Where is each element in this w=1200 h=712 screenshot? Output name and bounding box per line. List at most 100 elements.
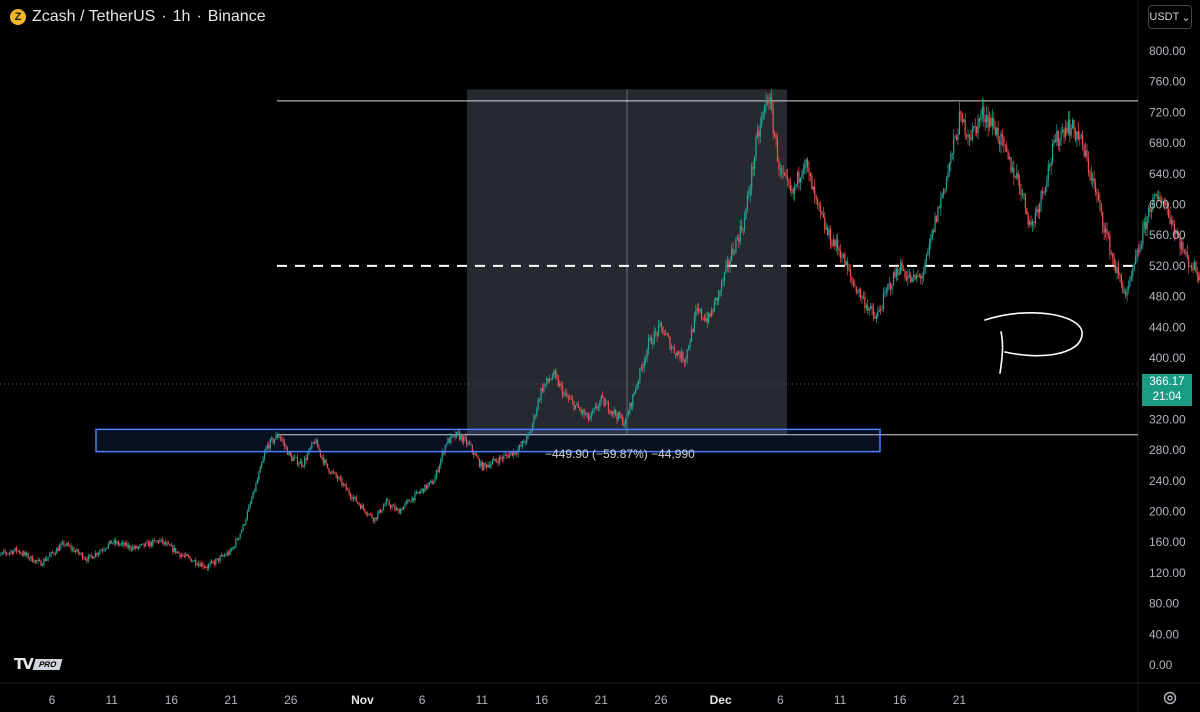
- candle-body: [246, 511, 248, 520]
- candle-body: [190, 558, 193, 562]
- bar-countdown: 21:04: [1152, 391, 1182, 403]
- candle-body: [1130, 275, 1132, 277]
- candle-body: [11, 551, 13, 554]
- candle-body: [1076, 131, 1078, 140]
- candle-body: [541, 388, 544, 392]
- candle-body: [285, 446, 287, 448]
- candle-body: [953, 137, 955, 154]
- candle-body: [771, 97, 773, 109]
- candle-body: [1024, 193, 1026, 209]
- candle-body: [587, 412, 589, 420]
- tradingview-logo[interactable]: TV PRO: [14, 655, 63, 673]
- candle-body: [177, 551, 180, 554]
- candle-body: [584, 414, 587, 416]
- candle-body: [1173, 223, 1175, 234]
- demand-zone-box[interactable]: [95, 428, 881, 453]
- candle-body: [851, 276, 853, 282]
- candle-body: [324, 459, 326, 464]
- candle-body: [54, 553, 56, 555]
- candle-body: [993, 118, 995, 128]
- candle-body: [165, 541, 167, 545]
- candle-body: [64, 545, 66, 547]
- candle-body: [945, 178, 948, 190]
- candle-body: [891, 285, 893, 290]
- candle-body: [146, 541, 148, 543]
- candle-body: [384, 504, 386, 507]
- candle-body: [576, 404, 578, 406]
- y-tick-label: 560.00: [1149, 228, 1186, 242]
- candle-body: [126, 542, 128, 548]
- candle-body: [358, 502, 360, 505]
- gear-icon[interactable]: [1162, 690, 1178, 706]
- candle-body: [782, 173, 784, 174]
- candle-body: [569, 398, 571, 400]
- candle-body: [529, 433, 531, 435]
- candle-body: [1146, 216, 1148, 230]
- candle-body: [473, 451, 475, 456]
- candle-body: [943, 188, 945, 195]
- x-tick-label: 26: [284, 693, 298, 707]
- candle-body: [1054, 140, 1057, 142]
- candle-body: [347, 489, 349, 491]
- candle-body: [150, 541, 152, 546]
- candle-body: [947, 172, 949, 179]
- candle-body: [1142, 226, 1144, 245]
- candle-body: [766, 100, 769, 103]
- candle-body: [232, 547, 234, 550]
- symbol-name[interactable]: Zcash / TetherUS: [32, 8, 156, 25]
- currency-select-button[interactable]: USDT ⌄: [1148, 5, 1192, 29]
- candle-body: [17, 550, 19, 552]
- candle-body: [667, 335, 670, 338]
- candle-body: [1149, 207, 1151, 212]
- candle-body: [698, 307, 700, 312]
- candle-body: [510, 452, 512, 455]
- candle-body: [559, 383, 561, 386]
- candle-body: [1137, 250, 1140, 253]
- candle-body: [957, 134, 959, 141]
- interval-label[interactable]: 1h: [172, 8, 191, 25]
- candle-body: [1115, 265, 1117, 273]
- candle-body: [907, 275, 909, 280]
- candle-body: [53, 552, 55, 554]
- candle-body: [811, 176, 813, 190]
- candle-body: [1176, 231, 1178, 234]
- candle-body: [467, 442, 469, 445]
- candle-body: [229, 549, 231, 555]
- candle-body: [934, 216, 936, 233]
- candle-body: [342, 484, 344, 486]
- candle-body: [669, 337, 671, 350]
- candle-body: [367, 514, 369, 515]
- candle-body: [425, 484, 428, 489]
- candle-body: [954, 136, 956, 138]
- candle-body: [407, 500, 409, 502]
- candle-body: [1192, 268, 1194, 270]
- candle-body: [252, 491, 254, 499]
- candle-body: [523, 441, 525, 443]
- candle-body: [543, 384, 545, 392]
- handwritten-d-drawing[interactable]: [984, 311, 1083, 374]
- candle-body: [531, 423, 534, 431]
- candle-body: [690, 329, 693, 343]
- candle-body: [645, 358, 647, 362]
- candle-body: [958, 111, 961, 135]
- candle-body: [961, 113, 963, 123]
- candle-body: [743, 217, 746, 231]
- candle-body: [1077, 131, 1079, 139]
- candle-body: [420, 490, 422, 493]
- candle-body: [672, 347, 674, 349]
- candle-body: [1049, 164, 1051, 167]
- candle-body: [759, 125, 761, 137]
- candle-body: [918, 275, 920, 277]
- candle-body: [516, 453, 518, 455]
- candle-body: [960, 111, 962, 114]
- candle-body: [34, 560, 36, 563]
- candle-body: [295, 457, 297, 458]
- candle-body: [794, 185, 796, 194]
- candle-body: [951, 153, 953, 155]
- candle-body: [560, 383, 562, 386]
- candle-body: [1007, 151, 1009, 159]
- candle-body: [1123, 291, 1125, 293]
- candle-body: [187, 555, 190, 557]
- candle-body: [149, 541, 151, 547]
